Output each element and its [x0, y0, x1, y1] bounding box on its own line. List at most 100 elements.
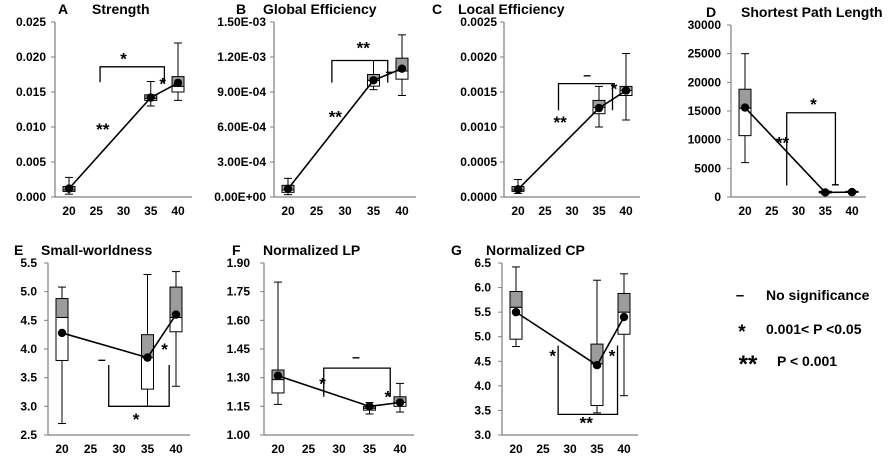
y-tick-label: 3.5: [20, 371, 37, 385]
x-tick-label: 30: [565, 204, 579, 218]
x-tick-label: 20: [509, 442, 523, 456]
panel-title-e: Small-worldness: [41, 242, 152, 258]
y-tick-label: 1.15: [227, 399, 251, 413]
panel-letter-c: C: [432, 1, 442, 17]
significance-marker: *: [161, 340, 168, 359]
mean-point-20: [273, 371, 283, 380]
panel-letter-d: D: [706, 4, 716, 20]
mean-point-20: [511, 307, 521, 317]
panel-d: D Shortest Path Length 0 5000 10000 15000 2000…: [688, 4, 883, 218]
panel-title-c: Local Efficiency: [458, 1, 565, 17]
x-tick-label: 25: [536, 442, 550, 456]
x-tick-label: 30: [112, 442, 126, 456]
mean-trend-line: [61, 314, 177, 359]
y-tick-label: 1.30: [227, 371, 251, 385]
y-tick-label: 9.00E-04: [217, 85, 266, 99]
legend-label-no-significance: No significance: [766, 287, 870, 303]
significance-marker: *: [609, 346, 616, 365]
significance-bracket: [786, 112, 837, 186]
panel-letter-e: E: [14, 242, 23, 258]
y-tick-label: 1.90: [227, 256, 251, 270]
panel-letter-f: F: [232, 242, 241, 258]
y-tick-label: 3.00E-04: [217, 155, 266, 169]
y-tick-label: 0.0015: [460, 85, 497, 99]
x-tick-label: 30: [338, 204, 352, 218]
box-lower-35: [141, 357, 154, 390]
panel-a: A Strength 0.000 0.005 0.010 0.015 0.020 0.025 2…: [16, 1, 192, 218]
y-tick-label: 6.00E-04: [217, 120, 266, 134]
x-tick-label: 35: [590, 442, 604, 456]
significance-marker: –: [98, 351, 106, 367]
significance-marker: *: [319, 374, 326, 393]
significance-marker: *: [120, 49, 127, 68]
significance-bracket: [331, 59, 389, 83]
y-tick-label: 15000: [688, 104, 722, 118]
mean-point-20: [513, 185, 523, 194]
y-tick-label: 1.75: [227, 285, 251, 299]
y-tick-label: 3.0: [20, 399, 37, 413]
mean-trend-line: [517, 89, 627, 190]
panel-letter-a: A: [58, 1, 68, 17]
x-tick-label: 25: [538, 204, 552, 218]
significance-bracket: [323, 367, 391, 397]
mean-point-35: [592, 361, 602, 370]
x-tick-label: 20: [55, 442, 69, 456]
box-lower-40: [171, 85, 185, 93]
significance-marker: –: [832, 176, 840, 192]
mean-trend-line: [68, 82, 179, 190]
y-tick-label: 0.0005: [460, 155, 497, 169]
panel-letter-b: B: [236, 1, 246, 17]
panel-title-a: Strength: [92, 1, 150, 17]
mean-point-35: [821, 188, 830, 197]
x-tick-label: 35: [367, 204, 381, 218]
legend: – No significance * 0.001< P <0.05 ** P …: [736, 287, 870, 378]
mean-trend-line: [277, 374, 401, 408]
box-upper-40: [617, 292, 631, 313]
significance-marker: *: [159, 75, 166, 94]
panel-title-d: Shortest Path Length: [741, 4, 883, 20]
x-tick-label: 40: [171, 204, 185, 218]
mean-point-40: [395, 398, 405, 407]
legend-label-high-significance: P < 0.001: [777, 353, 837, 369]
significance-bracket: [557, 82, 614, 111]
x-tick-label: 35: [819, 204, 833, 218]
x-tick-label: 25: [90, 204, 104, 218]
mean-point-40: [619, 312, 629, 322]
panel-c: C Local Efficiency 0.0000 0.0005 0.0010 0.001…: [432, 1, 640, 218]
y-tick-label: 1.50E-03: [217, 15, 266, 29]
x-tick-label: 20: [271, 442, 285, 456]
legend-symbol-high-significance: **: [739, 351, 758, 378]
legend-label-moderate-significance: 0.001< P <0.05: [766, 321, 862, 337]
legend-symbol-moderate-significance: *: [738, 322, 746, 343]
mean-point-20: [64, 184, 74, 193]
x-tick-label: 25: [84, 442, 98, 456]
y-tick-label: 4.5: [474, 354, 491, 368]
x-tick-label: 35: [592, 204, 606, 218]
y-tick-label: 5.0: [20, 285, 37, 299]
significance-bracket: [99, 66, 166, 83]
x-tick-label: 30: [563, 442, 577, 456]
y-tick-label: 30000: [688, 18, 722, 32]
y-tick-label: 0.0025: [460, 15, 497, 29]
y-tick-label: 4.5: [20, 313, 37, 327]
y-tick-label: 0.000: [16, 190, 46, 204]
x-tick-label: 20: [511, 204, 525, 218]
significance-marker: **: [329, 107, 343, 126]
panel-letter-g: G: [451, 242, 462, 258]
mean-point-20: [740, 103, 750, 112]
y-tick-label: 0.020: [16, 50, 46, 64]
y-tick-label: 1.20E-03: [217, 50, 266, 64]
x-tick-label: 40: [169, 442, 183, 456]
significance-marker: **: [96, 120, 110, 139]
x-tick-label: 35: [144, 204, 158, 218]
mean-point-35: [365, 402, 374, 411]
significance-marker: *: [611, 79, 618, 98]
panel-f: F Normalized LP 1.00 1.15 1.30 1.45 1.60 1.75 1.…: [227, 242, 414, 456]
y-tick-label: 1.00: [227, 428, 251, 442]
x-tick-label: 40: [619, 204, 633, 218]
x-tick-label: 35: [363, 442, 377, 456]
significance-marker: **: [580, 414, 594, 433]
mean-trend-line: [287, 67, 403, 190]
y-tick-label: 1.60: [227, 313, 251, 327]
